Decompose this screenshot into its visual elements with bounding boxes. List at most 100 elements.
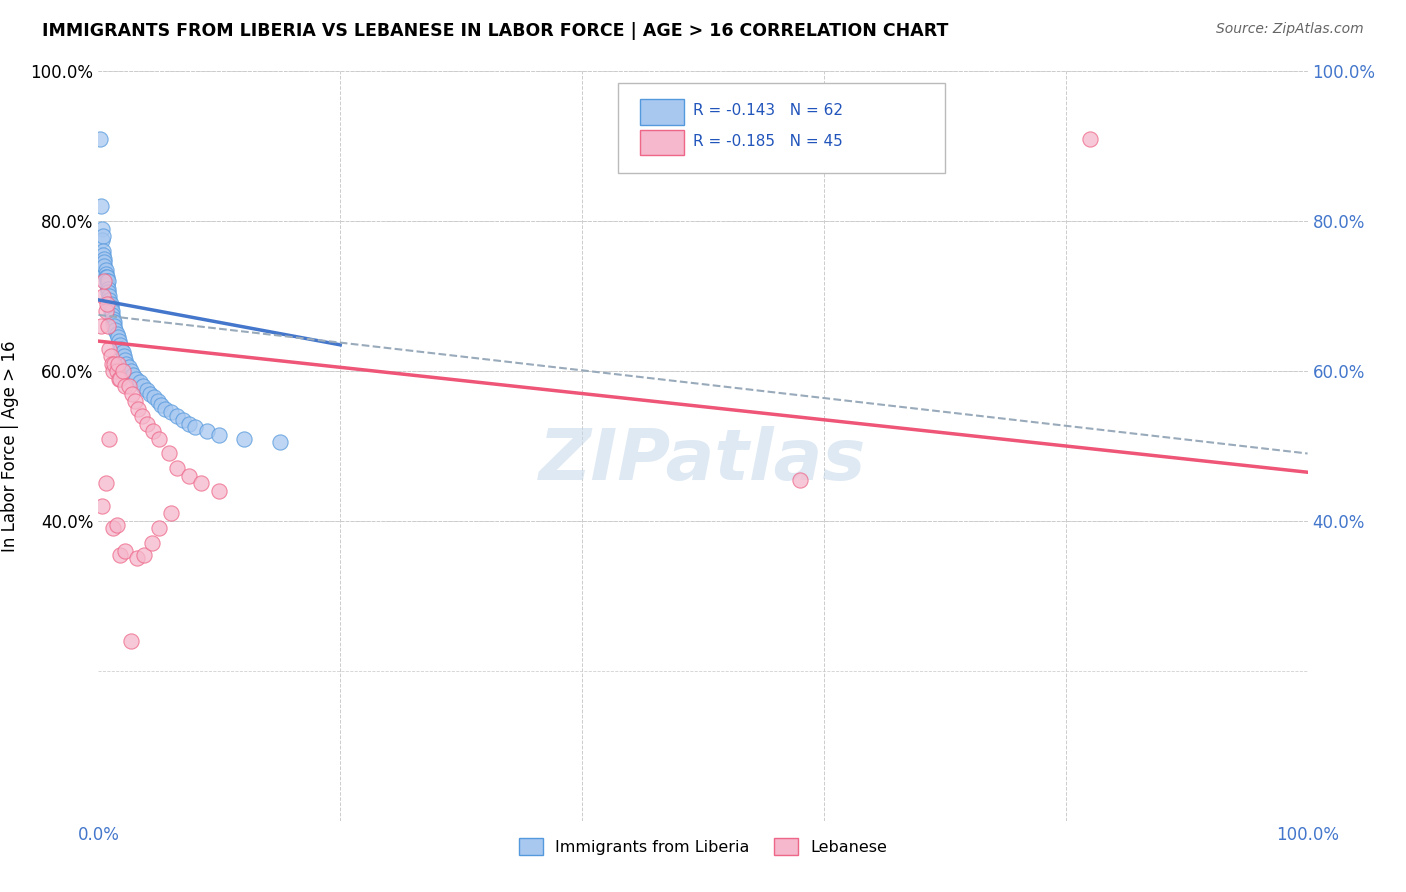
Point bbox=[135, 417, 157, 431]
Point bbox=[90, 199, 112, 213]
Point bbox=[98, 342, 121, 356]
Point bbox=[108, 371, 131, 385]
Point bbox=[101, 364, 124, 378]
Point bbox=[125, 371, 148, 385]
Point bbox=[146, 394, 169, 409]
Point bbox=[139, 386, 162, 401]
Point bbox=[166, 409, 188, 423]
Y-axis label: In Labor Force | Age > 16: In Labor Force | Age > 16 bbox=[1, 340, 20, 552]
Text: Source: ZipAtlas.com: Source: ZipAtlas.com bbox=[1216, 22, 1364, 37]
Point bbox=[195, 424, 218, 438]
Point bbox=[93, 252, 115, 266]
Point bbox=[232, 432, 254, 446]
Point bbox=[115, 357, 138, 371]
Point bbox=[108, 334, 131, 348]
Point bbox=[124, 394, 146, 409]
Point bbox=[789, 473, 811, 487]
Point bbox=[190, 476, 212, 491]
Point bbox=[104, 323, 127, 337]
Point bbox=[153, 401, 176, 416]
Point bbox=[98, 296, 121, 310]
Text: R = -0.143   N = 62: R = -0.143 N = 62 bbox=[693, 103, 844, 118]
Point bbox=[107, 357, 129, 371]
Point bbox=[107, 330, 129, 344]
Point bbox=[97, 319, 120, 334]
Text: IMMIGRANTS FROM LIBERIA VS LEBANESE IN LABOR FORCE | AGE > 16 CORRELATION CHART: IMMIGRANTS FROM LIBERIA VS LEBANESE IN L… bbox=[42, 22, 949, 40]
Point bbox=[148, 432, 170, 446]
Point bbox=[118, 360, 141, 375]
Point bbox=[100, 304, 122, 318]
Point bbox=[179, 469, 201, 483]
Point bbox=[96, 270, 118, 285]
Point bbox=[108, 371, 131, 385]
Point bbox=[179, 417, 201, 431]
Point bbox=[98, 432, 121, 446]
Point bbox=[127, 401, 149, 416]
Point bbox=[103, 357, 125, 371]
Point bbox=[94, 267, 117, 281]
Point bbox=[121, 386, 143, 401]
Text: ZIPatlas: ZIPatlas bbox=[540, 426, 866, 495]
Point bbox=[91, 289, 114, 303]
Point bbox=[1078, 132, 1101, 146]
Point bbox=[142, 424, 165, 438]
Point bbox=[98, 293, 121, 307]
Point bbox=[97, 285, 120, 300]
FancyBboxPatch shape bbox=[619, 83, 945, 172]
Point bbox=[148, 521, 170, 535]
Point bbox=[103, 315, 125, 329]
Point bbox=[110, 342, 132, 356]
Point bbox=[105, 364, 128, 378]
Point bbox=[94, 270, 117, 285]
Point bbox=[131, 409, 153, 423]
Point bbox=[134, 548, 156, 562]
Point bbox=[208, 483, 231, 498]
Point bbox=[160, 507, 183, 521]
Point bbox=[89, 132, 111, 146]
Point bbox=[100, 296, 122, 310]
Point bbox=[112, 349, 135, 363]
Point bbox=[101, 315, 124, 329]
Point bbox=[141, 536, 163, 550]
Point bbox=[118, 379, 141, 393]
Point bbox=[96, 296, 118, 310]
Point bbox=[114, 544, 136, 558]
Point bbox=[90, 319, 112, 334]
Point bbox=[94, 304, 117, 318]
Point bbox=[150, 398, 173, 412]
Point bbox=[100, 357, 122, 371]
Point bbox=[91, 248, 114, 262]
Point bbox=[143, 390, 166, 404]
Point bbox=[105, 517, 128, 532]
Point bbox=[100, 301, 122, 315]
Point bbox=[184, 420, 207, 434]
Point bbox=[96, 277, 118, 292]
Point bbox=[94, 263, 117, 277]
Point bbox=[97, 282, 120, 296]
Point bbox=[111, 345, 134, 359]
Point bbox=[208, 427, 231, 442]
Point bbox=[101, 521, 124, 535]
Point bbox=[160, 405, 183, 419]
Point bbox=[100, 304, 122, 318]
Point bbox=[128, 376, 150, 390]
Point bbox=[98, 289, 121, 303]
Point bbox=[100, 349, 122, 363]
Point bbox=[91, 233, 114, 247]
Point bbox=[122, 368, 145, 382]
Point bbox=[97, 274, 120, 288]
Point bbox=[132, 379, 155, 393]
FancyBboxPatch shape bbox=[640, 99, 683, 125]
Point bbox=[93, 259, 115, 273]
Point bbox=[103, 319, 125, 334]
Point bbox=[100, 308, 122, 322]
Point bbox=[101, 311, 124, 326]
Point bbox=[108, 338, 131, 352]
Point bbox=[91, 229, 114, 244]
Point bbox=[108, 548, 131, 562]
Point bbox=[91, 499, 114, 513]
Point bbox=[91, 244, 114, 259]
Point bbox=[172, 413, 194, 427]
Point bbox=[269, 435, 291, 450]
Point bbox=[120, 364, 142, 378]
